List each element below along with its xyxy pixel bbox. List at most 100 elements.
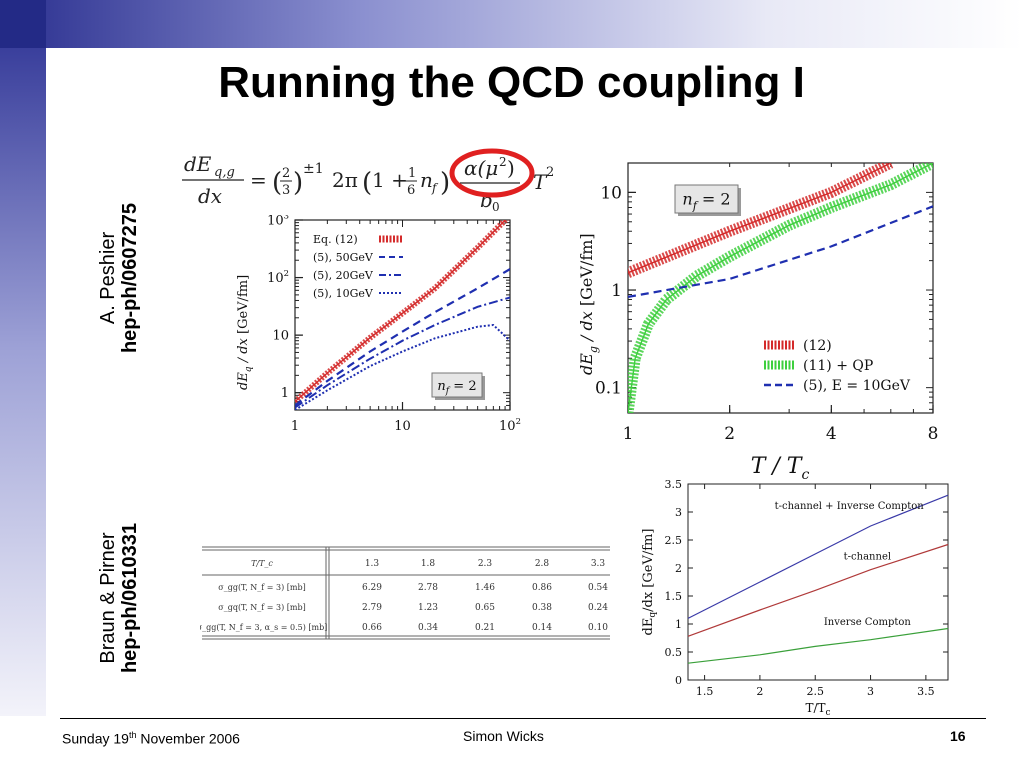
tick-label: 1 — [623, 424, 634, 444]
footer-date: Sunday 19th November 2006 — [62, 730, 240, 747]
series-line-2 — [295, 268, 510, 407]
braun-pirner-energy-loss-chart: 1.5 2 2.5 3 3.5 0 0.5 1 1.5 2 2.5 3 3.5 t-channel + I… — [641, 478, 949, 718]
tick-label: 3 — [675, 506, 682, 519]
legend-label: (12) — [803, 338, 832, 354]
table-cell: 0.38 — [532, 603, 552, 613]
legend-label: (11) + QP — [803, 358, 873, 374]
formula-T-exp: 2 — [546, 165, 554, 180]
table-header-cell: 2.3 — [478, 559, 493, 569]
tick-label: 8 — [928, 424, 939, 444]
svg-text:(: ( — [362, 168, 372, 198]
formula-alpha-exp: 2 — [499, 155, 507, 169]
table-row-label: σ_gg(T, N_f = 3) [mb] — [218, 583, 306, 592]
cross-section-table: T/T_c 1.3 1.8 2.3 2.8 3.3 σ_gg(T, N_f = 3) [mb… — [200, 546, 610, 640]
series-group — [295, 220, 510, 410]
annotation-box — [431, 372, 483, 398]
formula-nf: n — [420, 168, 433, 192]
x-axis-label: T/Tc — [805, 701, 830, 718]
series-center-1 — [295, 220, 507, 403]
tick-label: 2 — [756, 685, 763, 698]
reference-braun-pirner: Braun & Pirner hep-ph/0610331 — [97, 491, 143, 705]
table-header-cell: 2.8 — [535, 559, 550, 569]
table-row-label: σ_gg(T, N_f = 3, α_s = 0.5) [mb] — [200, 623, 327, 632]
tick-label: 2 — [675, 562, 682, 575]
y-axis-label: dEq/dx [GeV/fm] — [641, 529, 658, 636]
formula-frac-num: 2 — [282, 166, 290, 181]
formula-lhs-sub: q,g — [214, 165, 235, 180]
formula-lhs-num: dE — [184, 152, 212, 176]
tick-label: 1 — [281, 386, 289, 401]
side-decoration — [0, 48, 46, 716]
legend-label: (5), 20GeV — [313, 269, 374, 282]
table-cell: 1.46 — [475, 583, 495, 593]
series-label: t-channel + Inverse Compton — [775, 501, 925, 512]
table-cell: 0.14 — [532, 623, 552, 633]
quark-energy-loss-chart: 1 10 102 1 10 102 103 Eq. (12) (5), 50GeV (5), 20… — [236, 215, 521, 434]
annotation-label: nf = 2 — [682, 190, 730, 213]
legend-label: (5), E = 10GeV — [803, 378, 911, 394]
series-line-3 — [628, 205, 933, 298]
table-header-cell: 3.3 — [591, 559, 606, 569]
tick-label: 1.5 — [665, 590, 683, 603]
series-center-2 — [628, 163, 933, 413]
tick-label: 10 — [394, 419, 411, 434]
tick-label: 1 — [611, 281, 622, 301]
tick-label: 1.5 — [696, 685, 714, 698]
reference-peshier: A. Peshier hep-ph/0607275 — [97, 178, 143, 378]
series-line-2 — [687, 543, 949, 637]
x-axis-label: T / Tc — [751, 454, 810, 480]
tick-label: 10 — [272, 329, 289, 344]
table-header-cell: 1.8 — [421, 559, 436, 569]
page-number: 16 — [950, 728, 966, 744]
svg-text:): ) — [440, 168, 450, 198]
series-center-1 — [628, 163, 892, 274]
svg-text:): ) — [293, 168, 303, 198]
footer-author: Simon Wicks — [463, 728, 544, 744]
tick-label: 0 — [675, 674, 682, 687]
table-cell: 0.66 — [362, 623, 382, 633]
tick-label: 3.5 — [917, 685, 935, 698]
table-cell: 6.29 — [362, 583, 382, 593]
tick-label: 2 — [724, 424, 735, 444]
table-header-cell: 1.3 — [365, 559, 380, 569]
slide-title: Running the QCD coupling I — [218, 58, 805, 107]
gluon-energy-loss-chart: 1 2 4 8 0.1 1 10 nf = 2 (12) (11) + QP (5), E = 10… — [577, 162, 939, 480]
reference-id: hep-ph/0610331 — [119, 522, 141, 674]
tick-label: 1 — [675, 618, 682, 631]
series-label: Inverse Compton — [824, 617, 912, 628]
formula-nf-sub: f — [431, 181, 439, 195]
top-decoration — [0, 0, 1023, 48]
series-line-1 — [687, 494, 949, 619]
formula-2pi: 2π — [332, 168, 358, 192]
table-cell: 0.86 — [532, 583, 552, 593]
formula-one-plus: 1 + — [372, 168, 408, 192]
table-cell: 1.23 — [418, 603, 438, 613]
formula-b0: b — [480, 188, 493, 212]
tick-label: 2.5 — [806, 685, 824, 698]
tick-label: 102 — [499, 416, 521, 434]
formula-eq: = — [250, 168, 267, 192]
tick-label: 10 — [600, 183, 622, 203]
reference-author: Braun & Pirner — [97, 532, 119, 664]
table-cell: 0.34 — [418, 623, 438, 633]
table-cell: 0.24 — [588, 603, 608, 613]
table-row-label: σ_gq(T, N_f = 3) [mb] — [218, 603, 306, 612]
tick-label: 2.5 — [665, 534, 683, 547]
tick-label: 4 — [826, 424, 837, 444]
table-cell: 2.79 — [362, 603, 382, 613]
annotation-label: nf = 2 — [437, 379, 476, 397]
tick-label: 0.5 — [665, 646, 683, 659]
tick-label: 0.1 — [595, 379, 622, 399]
y-axis-label: dEg / dx [GeV/fm] — [577, 233, 600, 375]
reference-id: hep-ph/0607275 — [119, 202, 141, 354]
formula-alpha: α(μ — [464, 156, 498, 180]
reference-author: A. Peshier — [97, 231, 119, 325]
table-cell: 0.21 — [475, 623, 495, 633]
tick-label: 3.5 — [665, 478, 683, 491]
annotation-box — [674, 184, 739, 214]
legend-label: Eq. (12) — [313, 233, 358, 246]
table-header-cell: T/T_c — [251, 559, 273, 568]
svg-text:(: ( — [272, 168, 282, 198]
formula-b0-sub: 0 — [492, 200, 500, 214]
formula-sixth-den: 6 — [407, 183, 415, 198]
